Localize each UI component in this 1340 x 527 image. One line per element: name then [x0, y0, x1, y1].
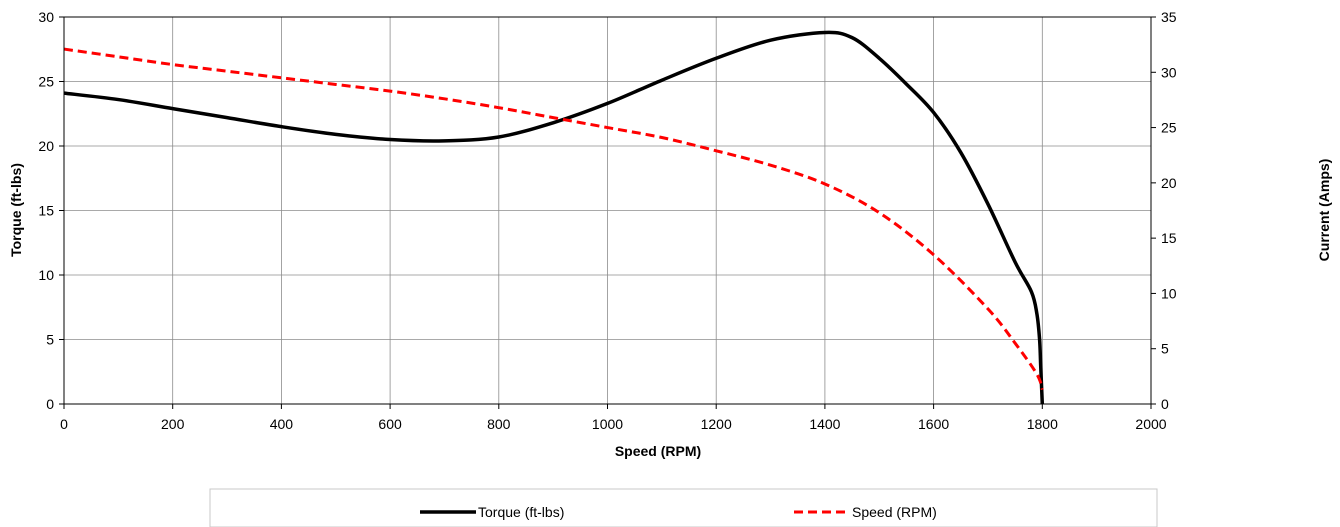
y-left-tick-label: 25: [38, 74, 54, 90]
y-axis-right-title: Current (Amps): [1316, 159, 1332, 262]
x-tick-label: 0: [60, 416, 68, 432]
legend: Torque (ft-lbs) Speed (RPM): [209, 488, 1158, 527]
legend-box: [209, 488, 1158, 527]
legend-label-torque: Torque (ft-lbs): [478, 504, 564, 520]
x-tick-label: 1600: [918, 416, 949, 432]
y-right-tick-label: 25: [1161, 120, 1177, 136]
grid: [63, 16, 1152, 405]
x-tick-label: 600: [378, 416, 402, 432]
y-right-tick-label: 0: [1161, 396, 1169, 412]
x-tick-label: 800: [487, 416, 511, 432]
x-tick-label: 1000: [592, 416, 623, 432]
series-lines: [63, 30, 1045, 405]
y-left-tick-label: 0: [46, 396, 54, 412]
y-left-tick-label: 15: [38, 203, 54, 219]
y-left-tick-label: 20: [38, 138, 54, 154]
y-right-tick-label: 30: [1161, 64, 1177, 80]
torque-series-line: [63, 30, 1045, 405]
y-axis-left-title: Torque (ft-lbs): [8, 163, 24, 257]
y-right-tick-label: 10: [1161, 285, 1177, 301]
y-left-tick-label: 5: [46, 332, 54, 348]
x-tick-label: 400: [270, 416, 294, 432]
x-axis-title: Speed (RPM): [615, 443, 701, 459]
speed-series-line: [63, 47, 1044, 391]
tick-labels: 0 200 400 600 800 1000 1200 1400 1600 1800 2000051…: [38, 9, 1176, 432]
x-tick-label: 2000: [1135, 416, 1166, 432]
x-tick-label: 1400: [809, 416, 840, 432]
y-left-tick-label: 10: [38, 267, 54, 283]
x-tick-label: 200: [161, 416, 185, 432]
y-right-tick-label: 15: [1161, 230, 1177, 246]
y-right-tick-label: 5: [1161, 341, 1169, 357]
y-right-tick-label: 20: [1161, 175, 1177, 191]
x-tick-label: 1800: [1027, 416, 1058, 432]
y-left-tick-label: 30: [38, 9, 54, 25]
x-tick-label: 1200: [701, 416, 732, 432]
legend-label-speed: Speed (RPM): [852, 504, 937, 520]
y-right-tick-label: 35: [1161, 9, 1177, 25]
